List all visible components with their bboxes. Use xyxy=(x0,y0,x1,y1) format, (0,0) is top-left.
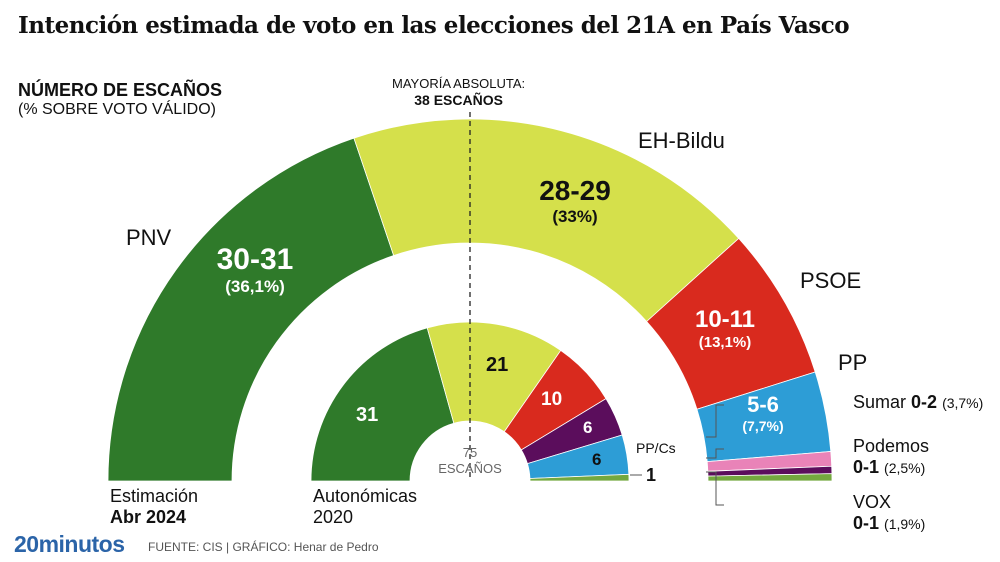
label-bildu: EH-Bildu xyxy=(638,128,725,153)
majority-text: MAYORÍA ABSOLUTA: xyxy=(392,76,526,91)
label-2020-ppcs: PP/Cs xyxy=(636,440,676,456)
seats-2020-pnv: 31 xyxy=(356,404,379,426)
label-pp: PP xyxy=(838,350,868,375)
chart2-date: 2020 xyxy=(313,507,354,527)
leader-line-podemos xyxy=(706,448,724,459)
autonomicas-segment-vox xyxy=(529,473,630,482)
label-sumar: Sumar 0-2 (3,7%) xyxy=(853,392,984,412)
seats-psoe: 10-11 xyxy=(694,306,756,333)
seats-2020-psoe: 10 xyxy=(541,389,563,410)
label-psoe: PSOE xyxy=(800,268,862,293)
chart2-label: Autonómicas xyxy=(313,486,418,506)
brand-logo: 20minutos xyxy=(14,531,125,557)
center-total-label: ESCAÑOS xyxy=(438,461,502,476)
leader-line-vox xyxy=(706,471,724,506)
seats-pnv: 30-31 xyxy=(216,243,294,276)
label-vox: VOX 0-1 (1,9%) xyxy=(853,492,926,533)
leader-line-sumar xyxy=(706,404,724,438)
subtitle-2: (% SOBRE VOTO VÁLIDO) xyxy=(18,101,216,118)
chart1-date: Abr 2024 xyxy=(110,507,187,527)
estimacion-segment-pnv xyxy=(107,137,395,482)
majority-value: 38 ESCAÑOS xyxy=(414,92,503,108)
estimacion-segment-ehbildu xyxy=(353,118,740,323)
center-total: 75 xyxy=(462,445,478,460)
pct-pnv: (36,1%) xyxy=(225,277,285,296)
seats-bildu: 28-29 xyxy=(539,175,611,206)
pct-bildu: (33%) xyxy=(552,207,598,226)
seats-pp: 5-6 xyxy=(747,392,779,417)
chart-title: Intención estimada de voto en las elecci… xyxy=(18,12,850,39)
pct-psoe: (13,1%) xyxy=(698,334,752,351)
chart1-label: Estimación xyxy=(110,486,199,506)
seats-2020-vox: 1 xyxy=(646,465,657,485)
seats-2020-podemos: 6 xyxy=(583,418,593,437)
seats-2020-bildu: 21 xyxy=(486,354,509,376)
seats-2020-ppcs: 6 xyxy=(592,450,602,469)
majority-label: MAYORÍA ABSOLUTA: 38 ESCAÑOS xyxy=(392,76,525,108)
subtitle: NÚMERO DE ESCAÑOS xyxy=(18,80,223,100)
source-credit: FUENTE: CIS | GRÁFICO: Henar de Pedro xyxy=(148,540,379,554)
estimacion-segment-vox xyxy=(707,473,833,482)
pct-pp: (7,7%) xyxy=(742,418,784,434)
label-podemos: Podemos 0-1 (2,5%) xyxy=(853,436,930,477)
autonomicas-segment-pnv xyxy=(310,327,455,482)
label-pnv: PNV xyxy=(126,225,172,250)
